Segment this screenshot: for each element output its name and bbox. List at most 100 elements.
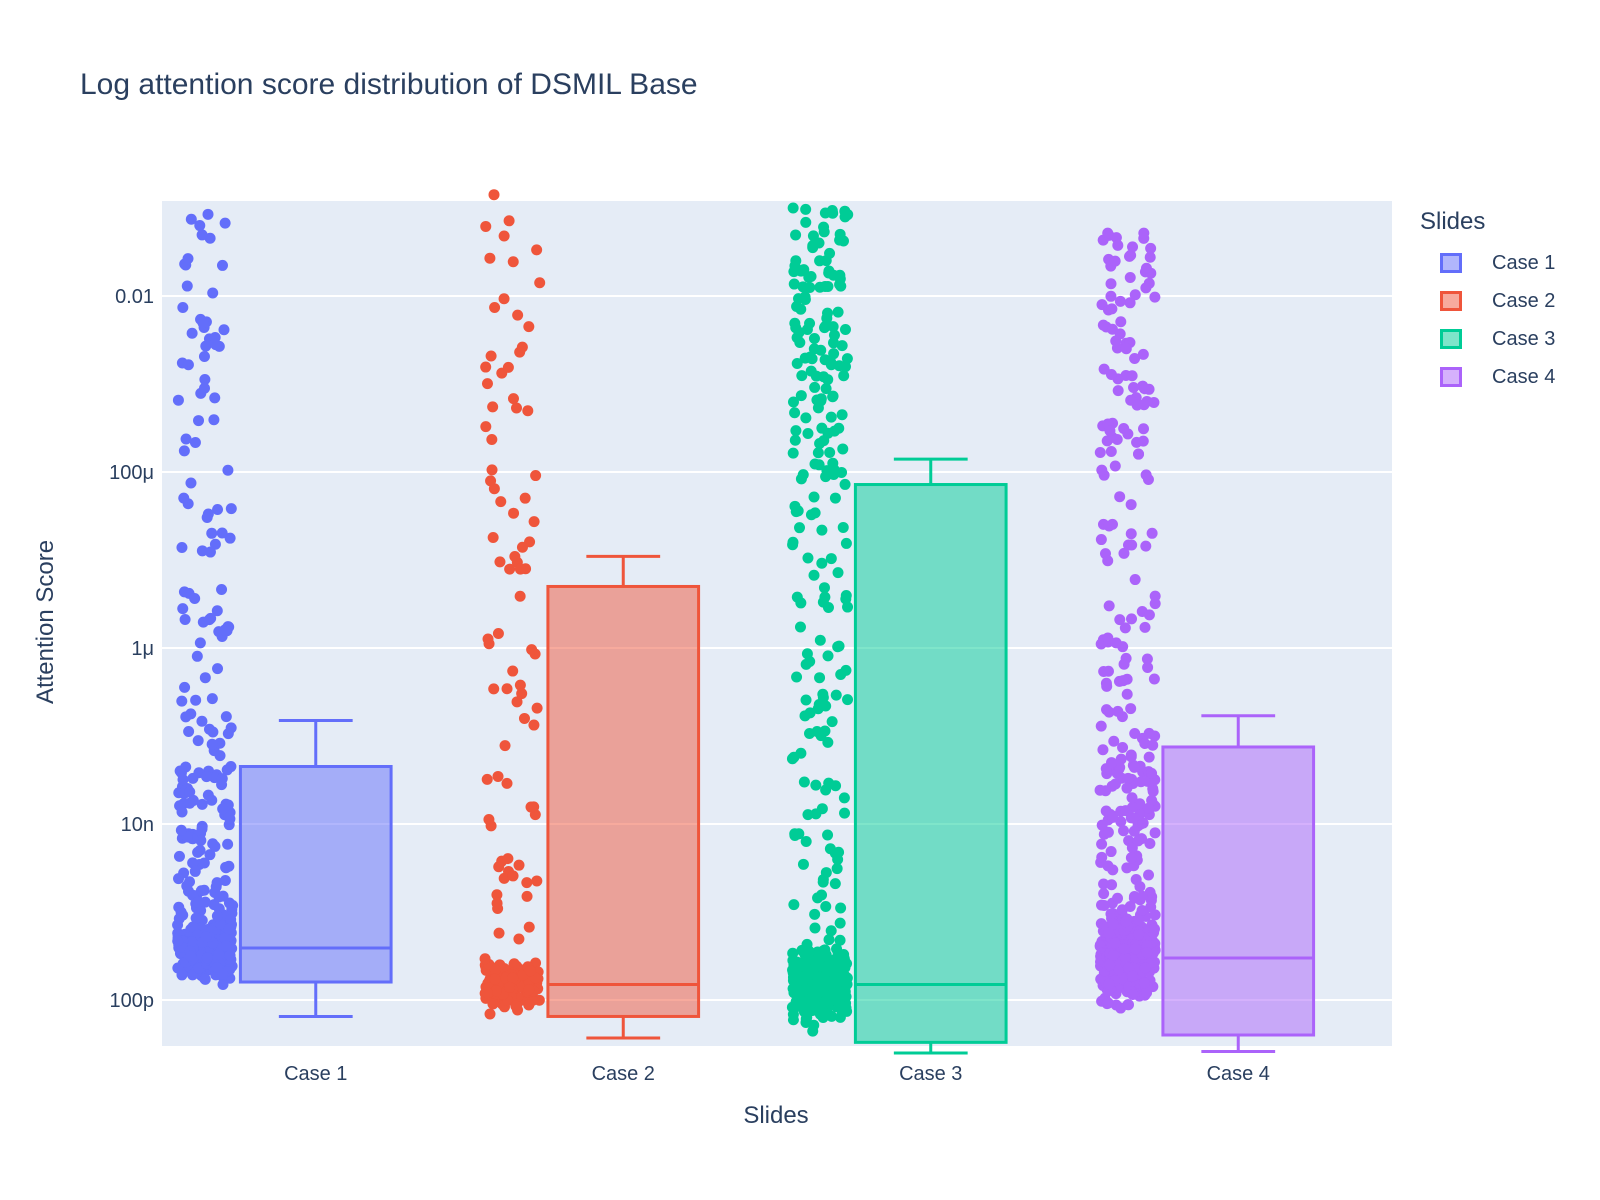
data-point bbox=[1149, 909, 1161, 921]
data-point bbox=[516, 541, 528, 553]
data-point bbox=[1120, 805, 1132, 817]
data-point bbox=[805, 365, 817, 377]
data-point bbox=[1124, 297, 1136, 309]
data-point bbox=[504, 563, 516, 575]
data-point bbox=[792, 505, 804, 517]
data-point bbox=[222, 838, 234, 850]
data-point bbox=[832, 567, 844, 579]
data-point bbox=[795, 747, 807, 759]
data-point bbox=[1103, 520, 1115, 532]
data-point bbox=[1114, 295, 1126, 307]
data-point bbox=[1115, 316, 1127, 328]
legend-item-case-4[interactable]: Case 4 bbox=[1420, 358, 1555, 396]
x-tick-label: Case 2 bbox=[592, 1063, 655, 1085]
data-point bbox=[1114, 761, 1126, 773]
data-point bbox=[787, 536, 799, 548]
data-point bbox=[834, 278, 846, 290]
data-point bbox=[1140, 540, 1152, 552]
data-point bbox=[521, 877, 533, 889]
data-point bbox=[820, 900, 832, 912]
data-point bbox=[1105, 445, 1117, 457]
data-point bbox=[211, 962, 223, 974]
x-tick-label: Case 1 bbox=[284, 1063, 347, 1085]
data-point bbox=[1112, 239, 1124, 251]
legend-item-case-3[interactable]: Case 3 bbox=[1420, 320, 1555, 358]
data-point bbox=[1107, 811, 1119, 823]
data-point bbox=[220, 862, 232, 874]
data-point bbox=[832, 306, 844, 318]
y-tick-label: 1μ bbox=[131, 638, 154, 660]
data-point bbox=[788, 971, 800, 983]
data-point bbox=[521, 890, 533, 902]
data-point bbox=[502, 361, 514, 373]
data-point bbox=[800, 694, 812, 706]
data-point bbox=[1103, 959, 1115, 971]
data-point bbox=[524, 965, 536, 977]
data-point bbox=[178, 798, 190, 810]
data-point bbox=[820, 995, 832, 1007]
data-point bbox=[190, 912, 202, 924]
data-point bbox=[816, 557, 828, 569]
data-point bbox=[814, 281, 826, 293]
data-point bbox=[212, 663, 224, 675]
data-point bbox=[223, 819, 235, 831]
data-point bbox=[787, 447, 799, 459]
data-point bbox=[804, 993, 816, 1005]
legend-item-case-2[interactable]: Case 2 bbox=[1420, 282, 1555, 320]
legend-item-case-1[interactable]: Case 1 bbox=[1420, 244, 1555, 282]
data-point bbox=[1125, 499, 1137, 511]
data-point bbox=[795, 473, 807, 485]
data-point bbox=[791, 671, 803, 683]
legend-label: Case 2 bbox=[1492, 289, 1556, 312]
data-point bbox=[205, 612, 217, 624]
data-point bbox=[808, 569, 820, 581]
data-point bbox=[838, 792, 850, 804]
data-point bbox=[823, 267, 835, 279]
data-point bbox=[179, 681, 191, 693]
data-point bbox=[831, 863, 843, 875]
data-point bbox=[799, 710, 811, 722]
data-point bbox=[531, 875, 543, 887]
data-point bbox=[787, 1008, 799, 1020]
data-point bbox=[1137, 348, 1149, 360]
data-point bbox=[225, 761, 237, 773]
y-tick-label: 100p bbox=[110, 990, 155, 1012]
data-point bbox=[1139, 962, 1151, 974]
data-point bbox=[223, 923, 235, 935]
data-point bbox=[828, 974, 840, 986]
data-point bbox=[484, 252, 496, 264]
data-point bbox=[190, 694, 202, 706]
data-point bbox=[1141, 946, 1153, 958]
data-point bbox=[1117, 675, 1129, 687]
data-point bbox=[808, 343, 820, 355]
data-point bbox=[788, 266, 800, 278]
data-point bbox=[1098, 888, 1110, 900]
data-point bbox=[526, 644, 538, 656]
data-point bbox=[177, 774, 189, 786]
data-point bbox=[191, 650, 203, 662]
data-point bbox=[1106, 303, 1118, 315]
data-point bbox=[801, 949, 813, 961]
data-point bbox=[1129, 352, 1141, 364]
data-point bbox=[1118, 658, 1130, 670]
data-point bbox=[507, 393, 519, 405]
data-point bbox=[480, 421, 492, 433]
data-point bbox=[198, 382, 210, 394]
data-point bbox=[206, 693, 218, 705]
data-point bbox=[1142, 661, 1154, 673]
legend-label: Case 1 bbox=[1492, 251, 1556, 274]
box bbox=[238, 764, 393, 984]
data-point bbox=[196, 715, 208, 727]
data-point bbox=[811, 726, 823, 738]
data-point bbox=[800, 658, 812, 670]
data-point bbox=[800, 203, 812, 215]
data-point bbox=[201, 512, 213, 524]
legend: Slides Case 1 Case 2 Case 3 Case 4 bbox=[1420, 208, 1555, 396]
data-point bbox=[1136, 904, 1148, 916]
data-point bbox=[178, 492, 190, 504]
data-point bbox=[224, 532, 236, 544]
data-point bbox=[790, 255, 802, 267]
data-point bbox=[498, 872, 510, 884]
data-point bbox=[1129, 289, 1141, 301]
x-axis-ticks: Case 1 Case 2 Case 3 Case 4 bbox=[284, 1063, 1270, 1085]
